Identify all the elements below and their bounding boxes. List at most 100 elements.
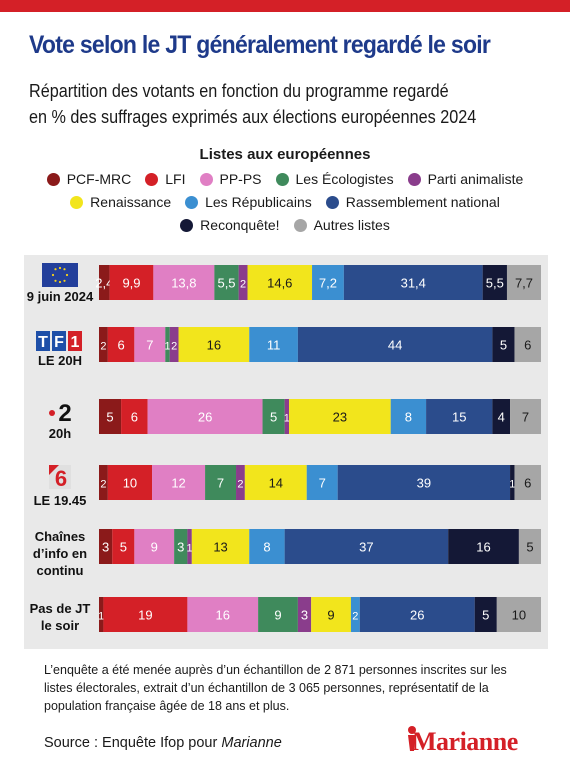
bar-segment bbox=[518, 529, 541, 564]
legend-swatch bbox=[325, 195, 339, 209]
bar-data-label: 8 bbox=[263, 540, 270, 555]
bar-data-label: 1 bbox=[187, 543, 193, 555]
bar-segment bbox=[191, 529, 250, 564]
bar-data-label: 13 bbox=[213, 540, 227, 555]
bar-data-label: 6 bbox=[117, 338, 124, 353]
row-label-text: 20h bbox=[48, 426, 72, 441]
bar-segment bbox=[482, 265, 507, 300]
source-prefix: Source : Enquête Ifop pour bbox=[44, 735, 218, 751]
bar-data-label: 5 bbox=[500, 338, 507, 353]
tf1-logo-icon: T F 1 bbox=[36, 331, 82, 351]
bar-data-label: 5 bbox=[482, 608, 489, 623]
bar-segment bbox=[297, 327, 493, 362]
legend-swatch bbox=[180, 218, 194, 232]
bar-data-label: 23 bbox=[333, 410, 347, 425]
brand-logo: Marianne bbox=[412, 727, 518, 756]
row-label-france2: 2 20h bbox=[24, 400, 96, 442]
bar-segment bbox=[258, 597, 298, 632]
row-label-text: Chaînes d’info en continu bbox=[32, 529, 88, 578]
bar-segment bbox=[284, 529, 449, 564]
bar-segment bbox=[426, 399, 493, 434]
bar-segment bbox=[99, 265, 110, 300]
bar-segment bbox=[121, 399, 148, 434]
legend-item: LFI bbox=[145, 171, 186, 187]
marianne-figure-icon bbox=[408, 726, 416, 751]
bar-data-label: 14,6 bbox=[267, 276, 292, 291]
bar-data-label: 3 bbox=[177, 540, 184, 555]
bar-data-label: 5 bbox=[526, 540, 533, 555]
legend-item: Parti animaliste bbox=[407, 171, 524, 187]
bar-segment bbox=[312, 265, 344, 300]
bar-data-label: 5 bbox=[270, 410, 277, 425]
bar-data-label: 1 bbox=[98, 611, 104, 623]
bar-segment bbox=[187, 597, 259, 632]
bar-data-label: 9 bbox=[151, 540, 158, 555]
bar-segment bbox=[510, 399, 541, 434]
subtitle-line-2: en % des suffrages exprimés aux élection… bbox=[29, 107, 477, 127]
bar-segment bbox=[289, 399, 391, 434]
row-label-m6: 6 LE 19.45 bbox=[24, 463, 96, 509]
bar-data-label: 19 bbox=[138, 608, 152, 623]
legend-row: Renaissance Les Républicains Rassemblement… bbox=[0, 194, 570, 210]
bar-segment bbox=[205, 465, 237, 500]
bar-data-label: 4 bbox=[498, 410, 505, 425]
bar-segment bbox=[514, 327, 541, 362]
legend-row: Reconquête! Autres listes bbox=[0, 217, 570, 233]
bar-data-label: 9 bbox=[327, 608, 334, 623]
bar-data-label: 7,2 bbox=[319, 276, 337, 291]
bar-data-label: 16 bbox=[216, 608, 230, 623]
bar-data-label: 13,8 bbox=[171, 276, 196, 291]
bar-data-label: 16 bbox=[207, 338, 221, 353]
bar-segment bbox=[174, 529, 188, 564]
bar-segment bbox=[103, 597, 188, 632]
legend-label: PCF-MRC bbox=[66, 171, 132, 187]
legend-swatch bbox=[145, 172, 159, 186]
bar-data-label: 11 bbox=[267, 338, 281, 353]
legend-label: Les Écologistes bbox=[295, 171, 394, 187]
row-label-text: LE 19.45 bbox=[33, 493, 87, 508]
legend-item: Les Républicains bbox=[185, 194, 312, 210]
bar-segment bbox=[337, 465, 511, 500]
bar-segment bbox=[109, 265, 154, 300]
bar-data-label: 2 bbox=[240, 279, 246, 291]
bar-segment bbox=[510, 465, 515, 500]
legend-swatch bbox=[185, 195, 199, 209]
row-label-text: Pas de JT le soir bbox=[29, 601, 91, 633]
bar-segment bbox=[236, 465, 245, 500]
bar-data-label: 5 bbox=[120, 540, 127, 555]
legend-item: Rassemblement national bbox=[325, 194, 500, 210]
legend-label: PP-PS bbox=[219, 171, 262, 187]
legend-label: Parti animaliste bbox=[427, 171, 524, 187]
legend-swatch bbox=[70, 195, 84, 209]
bar-segment bbox=[343, 265, 483, 300]
bar-segment bbox=[496, 597, 541, 632]
row-label-tf1: T F 1 LE 20H bbox=[24, 331, 96, 369]
bar-data-label: 3 bbox=[301, 608, 308, 623]
bar-data-label: 6 bbox=[524, 338, 531, 353]
bar-data-label: 6 bbox=[131, 410, 138, 425]
bar-data-label: 7 bbox=[319, 476, 326, 491]
bar-data-label: 5,5 bbox=[217, 276, 235, 291]
footnote: L’enquête a été menée auprès d’un échant… bbox=[44, 663, 507, 713]
source-line: Source : Enquête Ifop pour Marianne bbox=[44, 735, 282, 751]
bar-segment bbox=[474, 597, 497, 632]
bar-data-label: 31,4 bbox=[401, 276, 426, 291]
bar-segment bbox=[238, 265, 248, 300]
bar-segment bbox=[244, 465, 307, 500]
row-label-text: 9 juin 2024 bbox=[26, 289, 94, 304]
row-label-eu: 9 juin 2024 bbox=[24, 263, 96, 305]
bar-data-label: 16 bbox=[476, 540, 490, 555]
legend-item: Les Écologistes bbox=[275, 171, 394, 187]
bar-data-label: 3 bbox=[102, 540, 109, 555]
bar-data-label: 2 bbox=[100, 341, 106, 353]
legend-title: Listes aux européennes bbox=[199, 146, 371, 163]
legend-item: PP-PS bbox=[199, 171, 262, 187]
legend-label: Renaissance bbox=[90, 194, 172, 210]
legend-item: Reconquête! bbox=[180, 217, 280, 233]
legend-label: LFI bbox=[165, 171, 186, 187]
svg-text:T: T bbox=[38, 334, 48, 351]
bar-segment bbox=[99, 465, 108, 500]
chart-panel bbox=[24, 255, 548, 649]
legend-item: PCF-MRC bbox=[46, 171, 132, 187]
bar-segment bbox=[297, 597, 312, 632]
